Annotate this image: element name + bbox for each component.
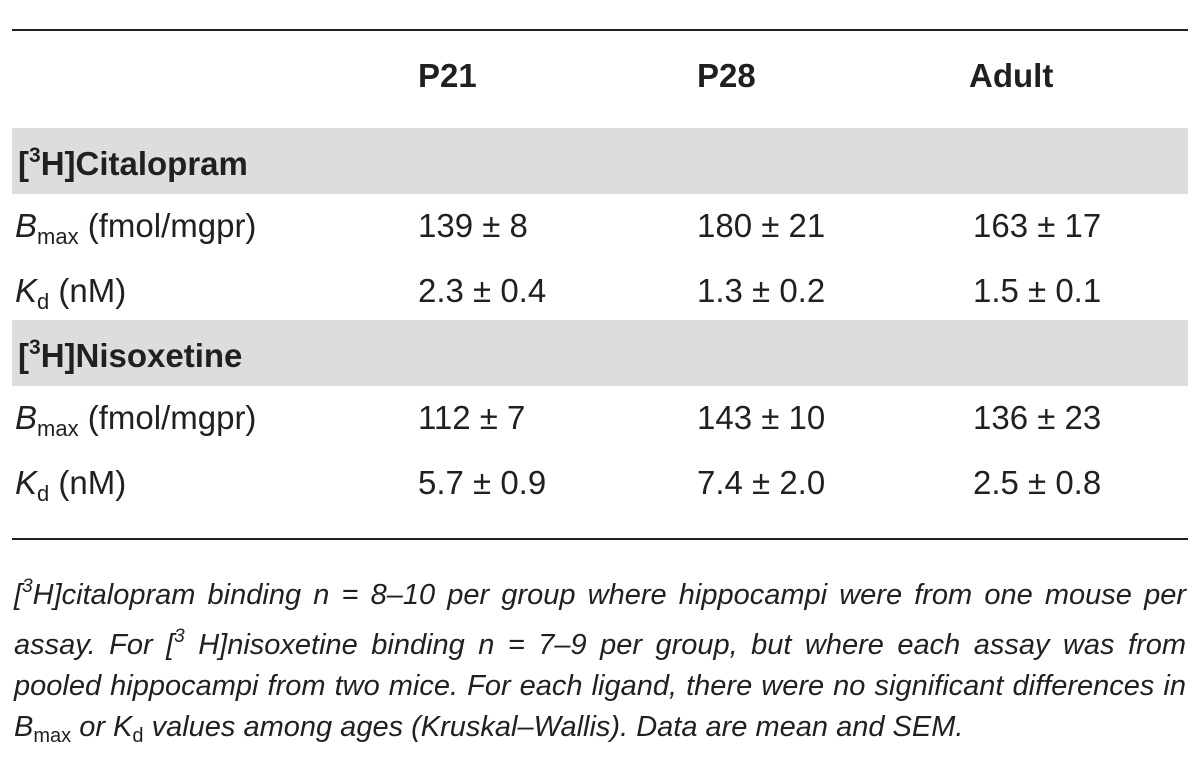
table-cell: 2.3 ± 0.4: [418, 272, 547, 309]
column-header-p28: P28: [697, 57, 756, 94]
table-cell: 5.7 ± 0.9: [418, 464, 547, 501]
row-label-kd: Kd (nM): [15, 272, 127, 314]
table-cell: 7.4 ± 2.0: [697, 464, 826, 501]
row-label-bmax: Bmax (fmol/mgpr): [15, 399, 257, 441]
table-footnote: [3H]citalopram binding n = 8–10 per grou…: [14, 576, 1186, 747]
table-cell: 2.5 ± 0.8: [973, 464, 1102, 501]
column-header-adult: Adult: [969, 57, 1054, 94]
row-label-kd: Kd (nM): [15, 464, 127, 506]
table-cell: 112 ± 7: [418, 399, 526, 436]
section-header-nisoxetine: [3H]Nisoxetine: [12, 320, 1188, 386]
row-label-bmax: Bmax (fmol/mgpr): [15, 207, 257, 249]
table-cell: 1.5 ± 0.1: [973, 272, 1102, 309]
section-header-citalopram: [3H]Citalopram: [12, 128, 1188, 194]
table-cell: 1.3 ± 0.2: [697, 272, 826, 309]
section-label: [3H]Nisoxetine: [18, 336, 243, 374]
table-cell: 180 ± 21: [697, 207, 826, 244]
table-cell: 163 ± 17: [973, 207, 1102, 244]
table-cell: 143 ± 10: [697, 399, 826, 436]
column-header-p21: P21: [418, 57, 477, 94]
table-cell: 136 ± 23: [973, 399, 1102, 436]
table-top-rule: [12, 29, 1188, 31]
section-label: [3H]Citalopram: [18, 144, 248, 182]
table-cell: 139 ± 8: [418, 207, 528, 244]
table-bottom-rule: [12, 538, 1188, 540]
